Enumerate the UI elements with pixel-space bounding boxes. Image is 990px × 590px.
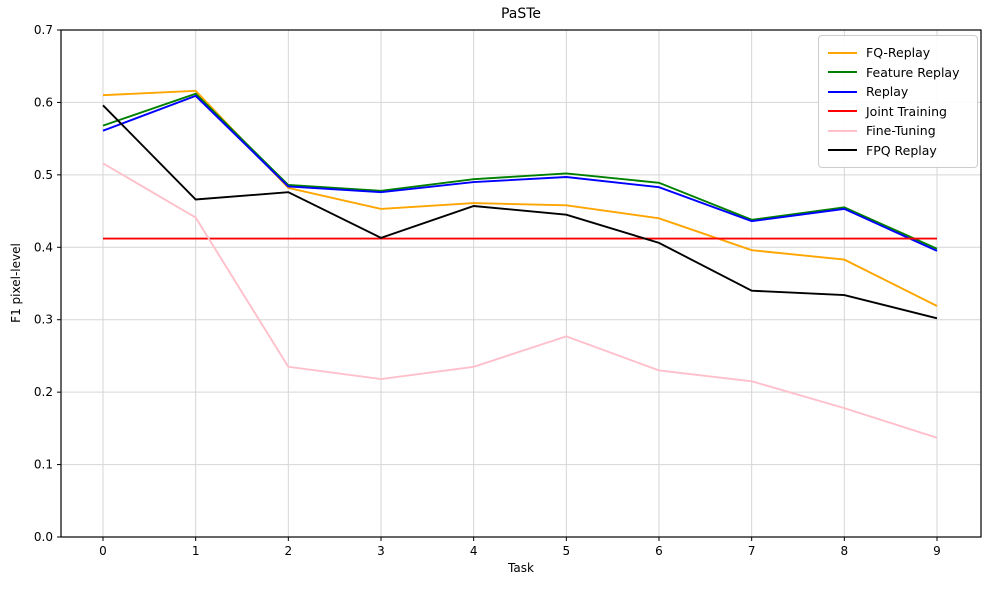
legend-line-swatch (828, 149, 857, 152)
series-line-fq-replay (102, 89, 938, 307)
legend-line-swatch (828, 129, 857, 132)
series-line-fpq-replay (102, 104, 938, 320)
series-lines (102, 89, 938, 439)
x-tick-label: 0 (99, 544, 107, 558)
legend: FQ-Replay Feature Replay Replay Joint Tr… (818, 35, 978, 168)
tick-labels: 0 1 2 3 4 5 6 7 8 9 0.0 0.1 0.2 0.3 0.4 0.5 0.6 0.7 (34, 23, 941, 558)
axes-spines (60, 29, 982, 538)
x-tick-label: 2 (285, 544, 293, 558)
legend-item-fpq-replay: FPQ Replay (828, 141, 968, 161)
legend-item-fq-replay: FQ-Replay (828, 43, 968, 63)
y-tick-label: 0.4 (34, 240, 53, 254)
x-tick-label: 1 (192, 544, 200, 558)
legend-label: FQ-Replay (866, 45, 931, 61)
x-axis-label: Task (508, 561, 534, 575)
y-tick-label: 0.5 (34, 168, 53, 182)
legend-item-joint-training: Joint Training (828, 102, 968, 122)
legend-label: Replay (866, 84, 909, 100)
x-tick-label: 4 (470, 544, 478, 558)
legend-line-swatch (828, 71, 857, 74)
grid-lines (61, 29, 981, 538)
series-line-feature-replay (102, 92, 938, 250)
legend-line-swatch (828, 90, 857, 93)
x-tick-label: 9 (933, 544, 941, 558)
x-tick-label: 3 (377, 544, 385, 558)
legend-line-swatch (828, 110, 857, 113)
legend-label: Joint Training (866, 103, 947, 119)
y-tick-label: 0.0 (34, 530, 53, 544)
legend-line-swatch (828, 51, 857, 54)
y-tick-label: 0.7 (34, 23, 53, 37)
axis-ticks (57, 29, 938, 541)
y-tick-label: 0.1 (34, 458, 53, 472)
legend-label: FPQ Replay (866, 142, 937, 158)
legend-label: Fine-Tuning (866, 123, 936, 139)
legend-label: Feature Replay (866, 64, 960, 80)
y-tick-label: 0.6 (34, 95, 53, 109)
chart-title: PaSTe (500, 6, 542, 22)
x-tick-label: 6 (655, 544, 663, 558)
x-tick-label: 8 (841, 544, 849, 558)
series-line-fine-tuning (102, 162, 938, 439)
x-tick-label: 7 (748, 544, 756, 558)
x-tick-label: 5 (563, 544, 571, 558)
legend-item-replay: Replay (828, 82, 968, 102)
y-tick-label: 0.2 (34, 385, 53, 399)
y-axis-label: F1 pixel-level (9, 243, 23, 323)
series-line-replay (102, 94, 938, 252)
legend-item-feature-replay: Feature Replay (828, 63, 968, 83)
y-tick-label: 0.3 (34, 313, 53, 327)
legend-item-fine-tuning: Fine-Tuning (828, 121, 968, 141)
